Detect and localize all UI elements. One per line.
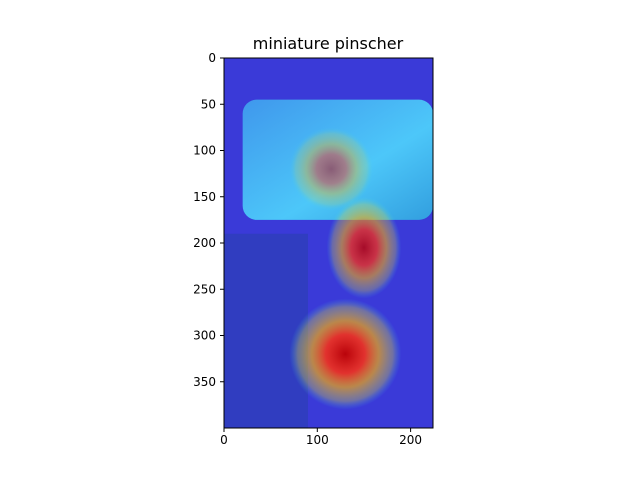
y-axis: 0 50 100 150 200 250 300 350 xyxy=(193,51,224,389)
x-tick-label: 100 xyxy=(306,433,329,447)
hotspot-2 xyxy=(289,127,374,211)
y-tick-label: 150 xyxy=(193,190,216,204)
y-tick-label: 0 xyxy=(208,51,216,65)
y-tick-label: 350 xyxy=(193,375,216,389)
x-tick-label: 200 xyxy=(399,433,422,447)
car-seat-region xyxy=(224,233,308,428)
y-tick-label: 50 xyxy=(201,97,216,111)
x-tick-label: 0 xyxy=(220,433,228,447)
y-tick-label: 300 xyxy=(193,329,216,343)
y-tick-label: 200 xyxy=(193,236,216,250)
x-axis: 0 100 200 xyxy=(220,428,422,447)
hotspot-0 xyxy=(326,196,402,299)
hotspot-1 xyxy=(289,298,402,410)
hotspot-layer xyxy=(289,127,402,410)
plot-area xyxy=(224,58,433,428)
y-tick-label: 250 xyxy=(193,282,216,296)
y-tick-label: 100 xyxy=(193,144,216,158)
chart-title: miniature pinscher xyxy=(253,34,404,53)
